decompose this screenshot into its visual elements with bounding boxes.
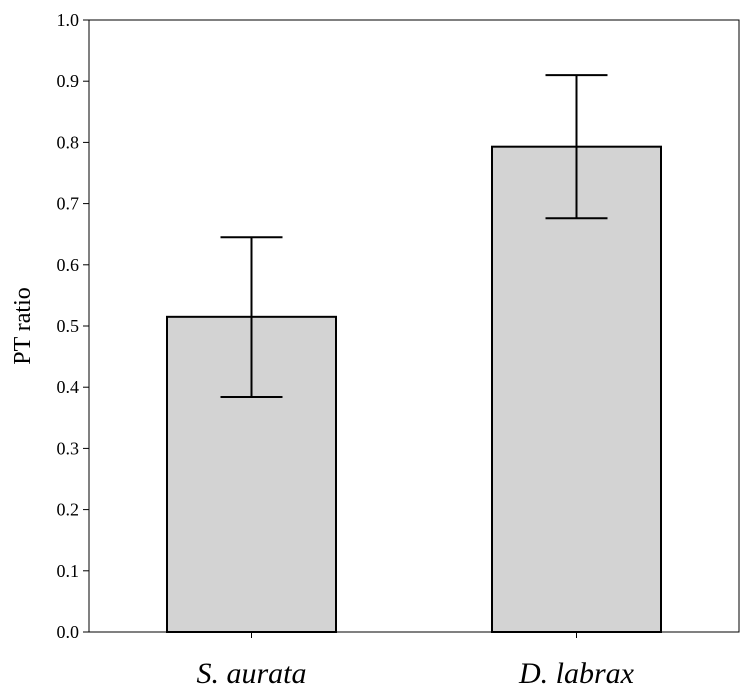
error-bars: [220, 74, 608, 398]
category-label-0: S. aurata: [196, 657, 306, 690]
y-axis: 0.0 0.1 0.2 0.3 0.4 0.5 0.6 0.7 0.8 0.9 1.0: [57, 10, 89, 642]
y-tick-label-8: 0.8: [57, 132, 80, 152]
y-tick-label-3: 0.3: [57, 438, 80, 458]
y-tick-label-9: 0.9: [57, 71, 80, 91]
y-tick-label-10: 1.0: [57, 10, 80, 30]
bar-1: [491, 145, 662, 634]
y-tick-label-1: 0.1: [57, 561, 80, 581]
y-axis-title: PT ratio: [10, 287, 36, 365]
y-tick-label-6: 0.6: [57, 255, 80, 275]
bars: [166, 145, 662, 634]
x-axis-labels: S. aurata D. labrax: [196, 632, 635, 690]
y-tick-label-7: 0.7: [57, 194, 80, 214]
y-tick-label-5: 0.5: [57, 316, 80, 336]
y-tick-label-4: 0.4: [57, 377, 80, 397]
y-tick-label-2: 0.2: [57, 500, 80, 520]
category-label-1: D. labrax: [518, 657, 635, 690]
y-tick-label-0: 0.0: [57, 622, 80, 642]
